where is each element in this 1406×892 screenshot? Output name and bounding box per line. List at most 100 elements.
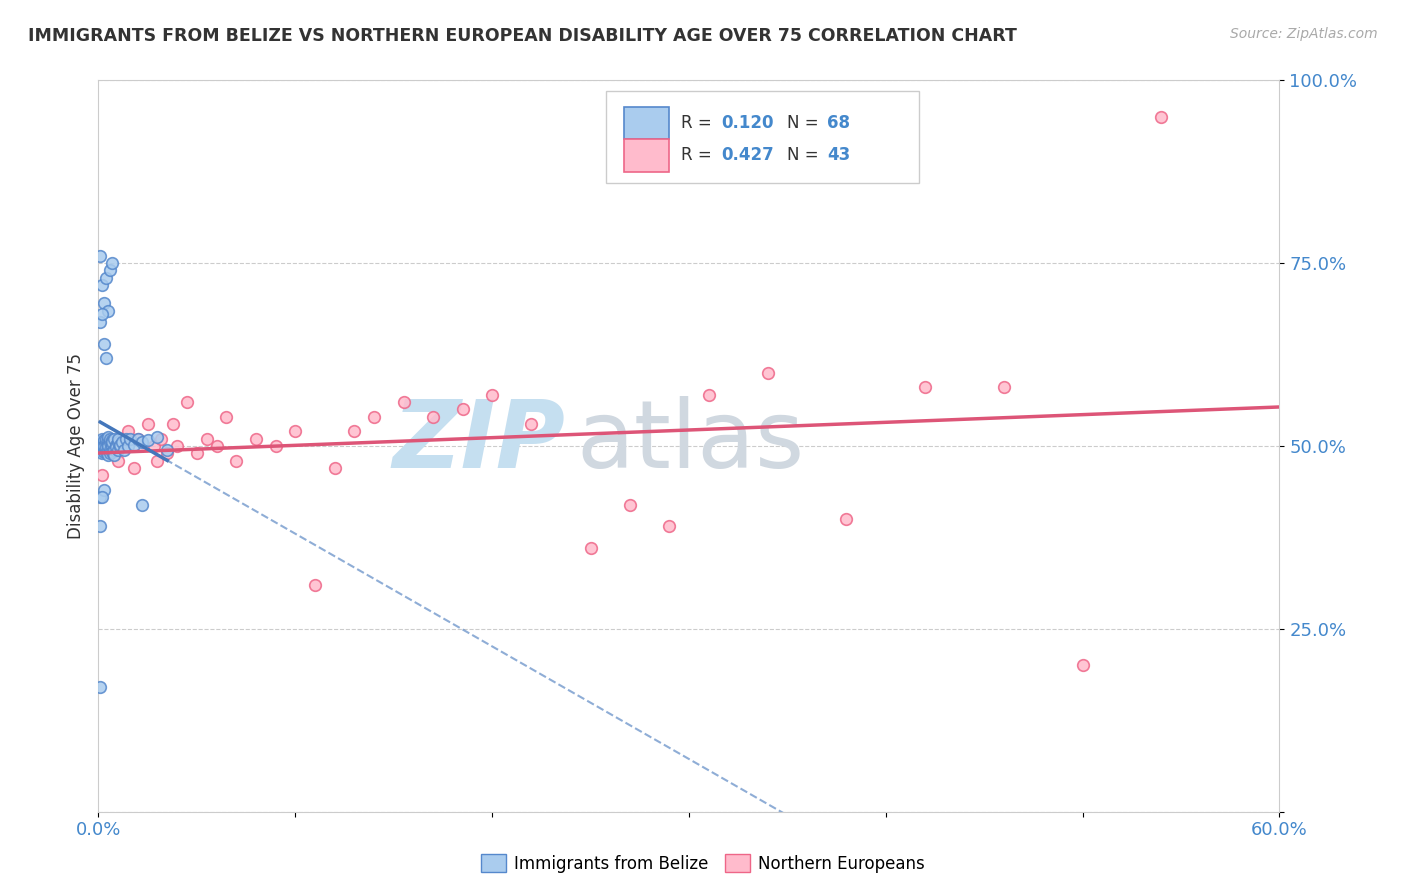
Text: 0.120: 0.120: [721, 113, 773, 132]
Point: [127, 432, 149, 446]
Point: [363, 409, 385, 424]
Point: [91, 446, 114, 460]
Point: [176, 395, 198, 409]
Point: [96, 270, 118, 285]
Point: [107, 453, 129, 467]
Point: [93, 336, 115, 351]
Point: [97, 303, 120, 318]
Point: [1071, 658, 1094, 673]
Point: [101, 433, 124, 447]
Text: 0.427: 0.427: [721, 146, 773, 164]
Point: [89, 439, 111, 453]
Point: [115, 432, 138, 446]
Point: [91, 490, 114, 504]
Point: [91, 307, 114, 321]
Point: [98, 446, 121, 460]
Point: [101, 439, 124, 453]
Point: [107, 435, 129, 450]
Point: [284, 425, 307, 439]
Point: [264, 439, 287, 453]
Point: [97, 433, 120, 447]
Point: [142, 439, 165, 453]
Point: [96, 441, 118, 455]
Point: [127, 432, 149, 446]
Point: [91, 437, 114, 451]
Point: [96, 351, 118, 366]
Text: 68: 68: [827, 113, 851, 132]
Point: [225, 453, 247, 467]
Point: [579, 541, 602, 556]
Point: [835, 512, 858, 526]
Point: [756, 366, 779, 380]
Point: [136, 433, 159, 447]
Point: [112, 442, 135, 457]
Point: [98, 442, 121, 457]
Point: [156, 442, 179, 457]
Point: [93, 433, 115, 447]
Point: [186, 446, 208, 460]
Point: [323, 461, 346, 475]
Point: [150, 432, 173, 446]
Point: [422, 409, 444, 424]
Point: [97, 448, 120, 462]
Point: [98, 263, 121, 277]
Point: [97, 430, 120, 444]
Point: [101, 445, 124, 459]
Text: ZIP: ZIP: [392, 396, 565, 488]
Point: [98, 446, 121, 460]
Point: [304, 578, 326, 592]
Text: N =: N =: [787, 113, 824, 132]
Point: [697, 388, 720, 402]
Point: [91, 278, 114, 293]
Point: [93, 442, 115, 457]
Point: [122, 437, 145, 451]
Point: [96, 432, 118, 446]
Point: [93, 296, 115, 310]
Point: [117, 439, 139, 453]
Text: 43: 43: [827, 146, 851, 164]
Point: [205, 439, 228, 453]
Point: [101, 256, 124, 270]
Point: [215, 409, 238, 424]
Point: [107, 442, 129, 457]
Point: [166, 439, 188, 453]
Point: [89, 442, 111, 457]
Point: [111, 439, 134, 453]
Point: [146, 430, 169, 444]
Point: [108, 437, 131, 451]
Legend: Immigrants from Belize, Northern Europeans: Immigrants from Belize, Northern Europea…: [474, 847, 932, 880]
Point: [103, 432, 125, 446]
Point: [146, 453, 169, 467]
Point: [91, 435, 114, 450]
Point: [91, 441, 114, 455]
Point: [93, 439, 115, 453]
FancyBboxPatch shape: [606, 91, 920, 183]
Point: [89, 681, 111, 695]
Point: [108, 441, 131, 455]
Point: [122, 461, 145, 475]
Point: [103, 448, 125, 462]
Point: [97, 437, 120, 451]
FancyBboxPatch shape: [624, 139, 669, 171]
Point: [619, 498, 641, 512]
Text: N =: N =: [787, 146, 824, 164]
Point: [156, 446, 179, 460]
Point: [89, 519, 111, 533]
Text: R =: R =: [681, 113, 717, 132]
Point: [118, 432, 141, 446]
Point: [914, 380, 936, 394]
Point: [117, 425, 139, 439]
Y-axis label: Disability Age Over 75: Disability Age Over 75: [66, 353, 84, 539]
Point: [451, 402, 474, 417]
Point: [162, 417, 184, 431]
Point: [136, 417, 159, 431]
Point: [93, 445, 115, 459]
Text: atlas: atlas: [576, 396, 806, 488]
Point: [520, 417, 543, 431]
FancyBboxPatch shape: [624, 106, 669, 139]
Point: [245, 432, 267, 446]
Point: [105, 437, 128, 451]
Point: [131, 435, 153, 450]
Point: [96, 445, 118, 459]
Point: [89, 490, 111, 504]
